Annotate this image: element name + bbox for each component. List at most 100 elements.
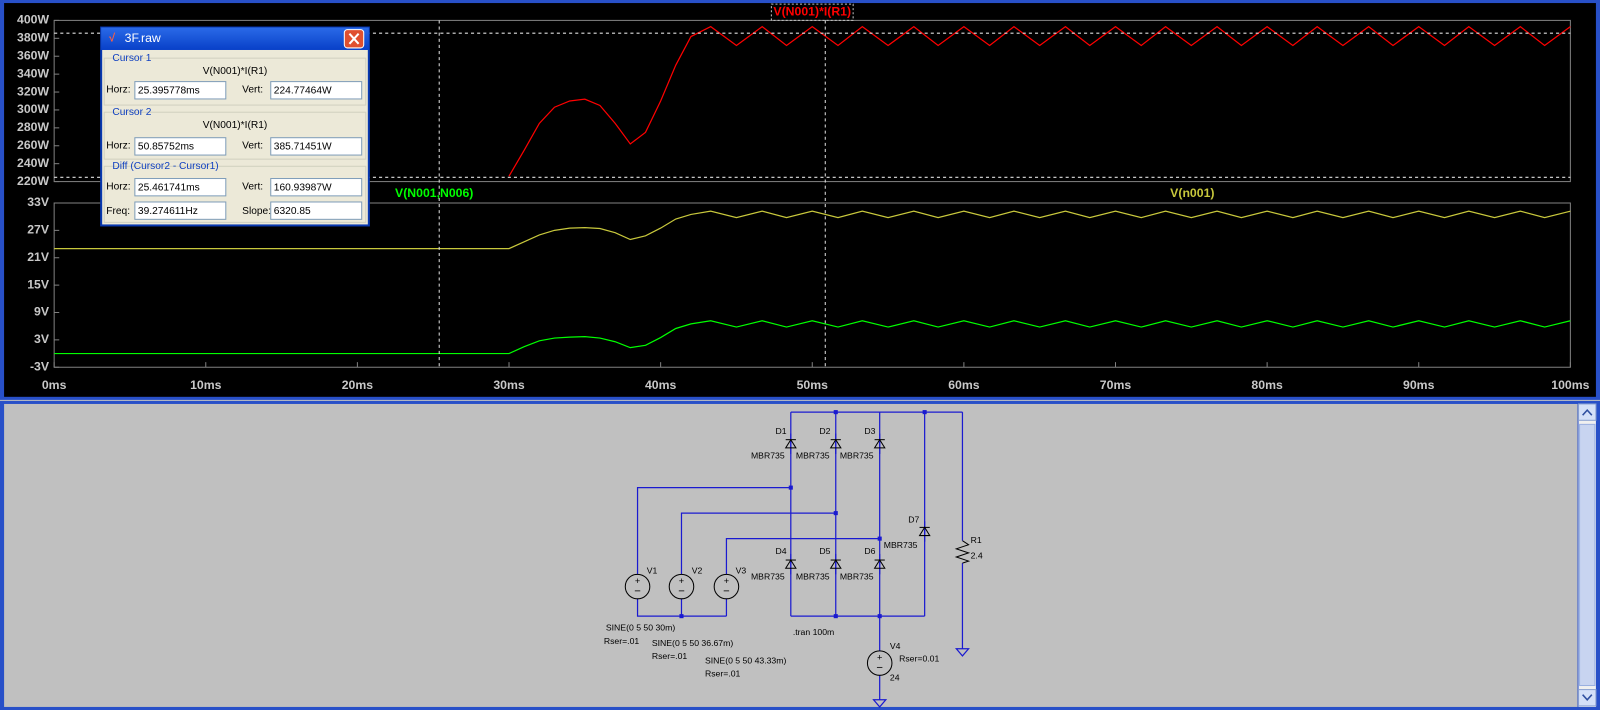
legend-entry: V(n001) bbox=[1170, 186, 1214, 200]
x-tick-label: 0ms bbox=[42, 378, 67, 392]
label: D7 bbox=[908, 515, 919, 525]
label: SINE(0 5 50 36.67m) bbox=[652, 638, 733, 648]
label: V4 bbox=[890, 641, 901, 651]
x-tick-label: 70ms bbox=[1100, 378, 1132, 392]
y-tick-label: 400W bbox=[17, 13, 49, 27]
x-tick-label: 10ms bbox=[190, 378, 222, 392]
label: V3 bbox=[736, 566, 747, 576]
y-tick-label: 280W bbox=[17, 120, 49, 134]
x-tick-label: 30ms bbox=[493, 378, 525, 392]
label: MBR735 bbox=[796, 572, 830, 582]
label: D2 bbox=[819, 426, 830, 436]
dialog-title: 3F.raw bbox=[125, 31, 161, 45]
trace bbox=[54, 210, 1571, 250]
field[interactable] bbox=[134, 201, 227, 220]
x-tick-label: 80ms bbox=[1251, 378, 1283, 392]
trace-name: V(N001)*I(R1) bbox=[203, 120, 268, 131]
y-tick-label: 220W bbox=[17, 174, 49, 188]
scroll-down[interactable] bbox=[1578, 689, 1597, 707]
legend-entry: V(N001)*I(R1) bbox=[773, 4, 851, 18]
field[interactable] bbox=[270, 178, 363, 197]
x-tick-label: 60ms bbox=[948, 378, 980, 392]
label: MBR735 bbox=[751, 572, 785, 582]
cursor-dialog: √ 3F.raw Cursor 1 V(N001)*I(R1) Horz: 25… bbox=[100, 26, 370, 227]
label: Rser=.01 bbox=[705, 669, 741, 679]
label: R1 bbox=[971, 535, 982, 545]
y-tick-label: 240W bbox=[17, 156, 49, 170]
y-tick-label: 360W bbox=[17, 48, 49, 62]
field[interactable] bbox=[134, 81, 227, 100]
junctions bbox=[679, 410, 927, 619]
field-label: Horz: bbox=[106, 141, 130, 152]
field-label: Horz: bbox=[106, 84, 130, 95]
label: .tran 100m bbox=[793, 627, 834, 637]
label: D4 bbox=[775, 546, 786, 556]
label: D5 bbox=[819, 546, 830, 556]
field[interactable] bbox=[270, 137, 363, 156]
field-label: Vert: bbox=[242, 141, 263, 152]
trace bbox=[508, 25, 1571, 177]
y-tick-label: 380W bbox=[17, 31, 49, 45]
app-icon: √ bbox=[108, 33, 115, 45]
group-label: Cursor 2 bbox=[112, 107, 151, 118]
label: 24 bbox=[890, 673, 900, 683]
label: Rser=0.01 bbox=[899, 653, 939, 663]
label: MBR735 bbox=[796, 450, 830, 460]
y-tick-label: 3V bbox=[34, 332, 50, 346]
field-label: Vert: bbox=[242, 181, 263, 192]
label: Rser=.01 bbox=[652, 651, 688, 661]
y-tick-label: 27V bbox=[27, 223, 50, 237]
label: 2.4 bbox=[971, 550, 983, 560]
label: D1 bbox=[775, 426, 786, 436]
label: Rser=.01 bbox=[604, 636, 640, 646]
field-label: Vert: bbox=[242, 84, 263, 95]
label: MBR735 bbox=[751, 450, 785, 460]
schematic: D1 D2 D3 MBR735 MBR735 MBR735 D4 D5 D6 M… bbox=[604, 410, 983, 708]
x-tick-label: 100ms bbox=[1551, 378, 1589, 392]
label: D6 bbox=[864, 546, 875, 556]
field[interactable] bbox=[134, 137, 227, 156]
trace bbox=[54, 320, 1571, 355]
y-tick-label: 340W bbox=[17, 66, 49, 80]
field-value: 25.461741ms bbox=[138, 182, 200, 193]
field-value: 224.77464W bbox=[274, 85, 332, 96]
scroll-down-arrow bbox=[1582, 694, 1593, 701]
y-tick-label: 260W bbox=[17, 138, 49, 152]
scroll-up[interactable] bbox=[1578, 403, 1597, 421]
field-label: Slope: bbox=[242, 206, 271, 217]
field[interactable] bbox=[270, 201, 363, 220]
title-bar[interactable] bbox=[101, 27, 369, 50]
scroll-thumb[interactable] bbox=[1579, 423, 1596, 687]
x-tick-label: 90ms bbox=[1403, 378, 1435, 392]
group-label: Diff (Cursor2 - Cursor1) bbox=[112, 161, 218, 172]
y-tick-label: 300W bbox=[17, 102, 49, 116]
group-label: Cursor 1 bbox=[112, 53, 151, 64]
field-value: 25.395778ms bbox=[138, 85, 200, 96]
trace-name: V(N001)*I(R1) bbox=[203, 66, 268, 77]
field-value: 6320.85 bbox=[274, 206, 311, 217]
y-tick-label: 9V bbox=[34, 305, 50, 319]
field-label: Horz: bbox=[106, 181, 130, 192]
resistor bbox=[954, 540, 971, 564]
field-value: 160.93987W bbox=[274, 182, 332, 193]
field[interactable] bbox=[134, 178, 227, 197]
field[interactable] bbox=[270, 81, 363, 100]
label: D3 bbox=[864, 426, 875, 436]
scroll-up-arrow bbox=[1582, 408, 1593, 416]
y-tick-label: 320W bbox=[17, 84, 49, 98]
y-tick-label: 33V bbox=[27, 195, 50, 209]
x-tick-label: 20ms bbox=[342, 378, 374, 392]
field-value: 39.274611Hz bbox=[138, 206, 198, 217]
label: MBR735 bbox=[884, 540, 918, 550]
wires bbox=[636, 411, 964, 700]
group-box bbox=[103, 111, 367, 160]
field-label: Freq: bbox=[106, 206, 130, 217]
label: MBR735 bbox=[840, 450, 874, 460]
label: SINE(0 5 50 30m) bbox=[606, 623, 675, 633]
label: SINE(0 5 50 43.33m) bbox=[705, 655, 786, 665]
group-box bbox=[103, 57, 367, 106]
legend-entry: V(N001,N006) bbox=[395, 186, 473, 200]
label: V2 bbox=[692, 566, 703, 576]
label: V1 bbox=[647, 566, 658, 576]
